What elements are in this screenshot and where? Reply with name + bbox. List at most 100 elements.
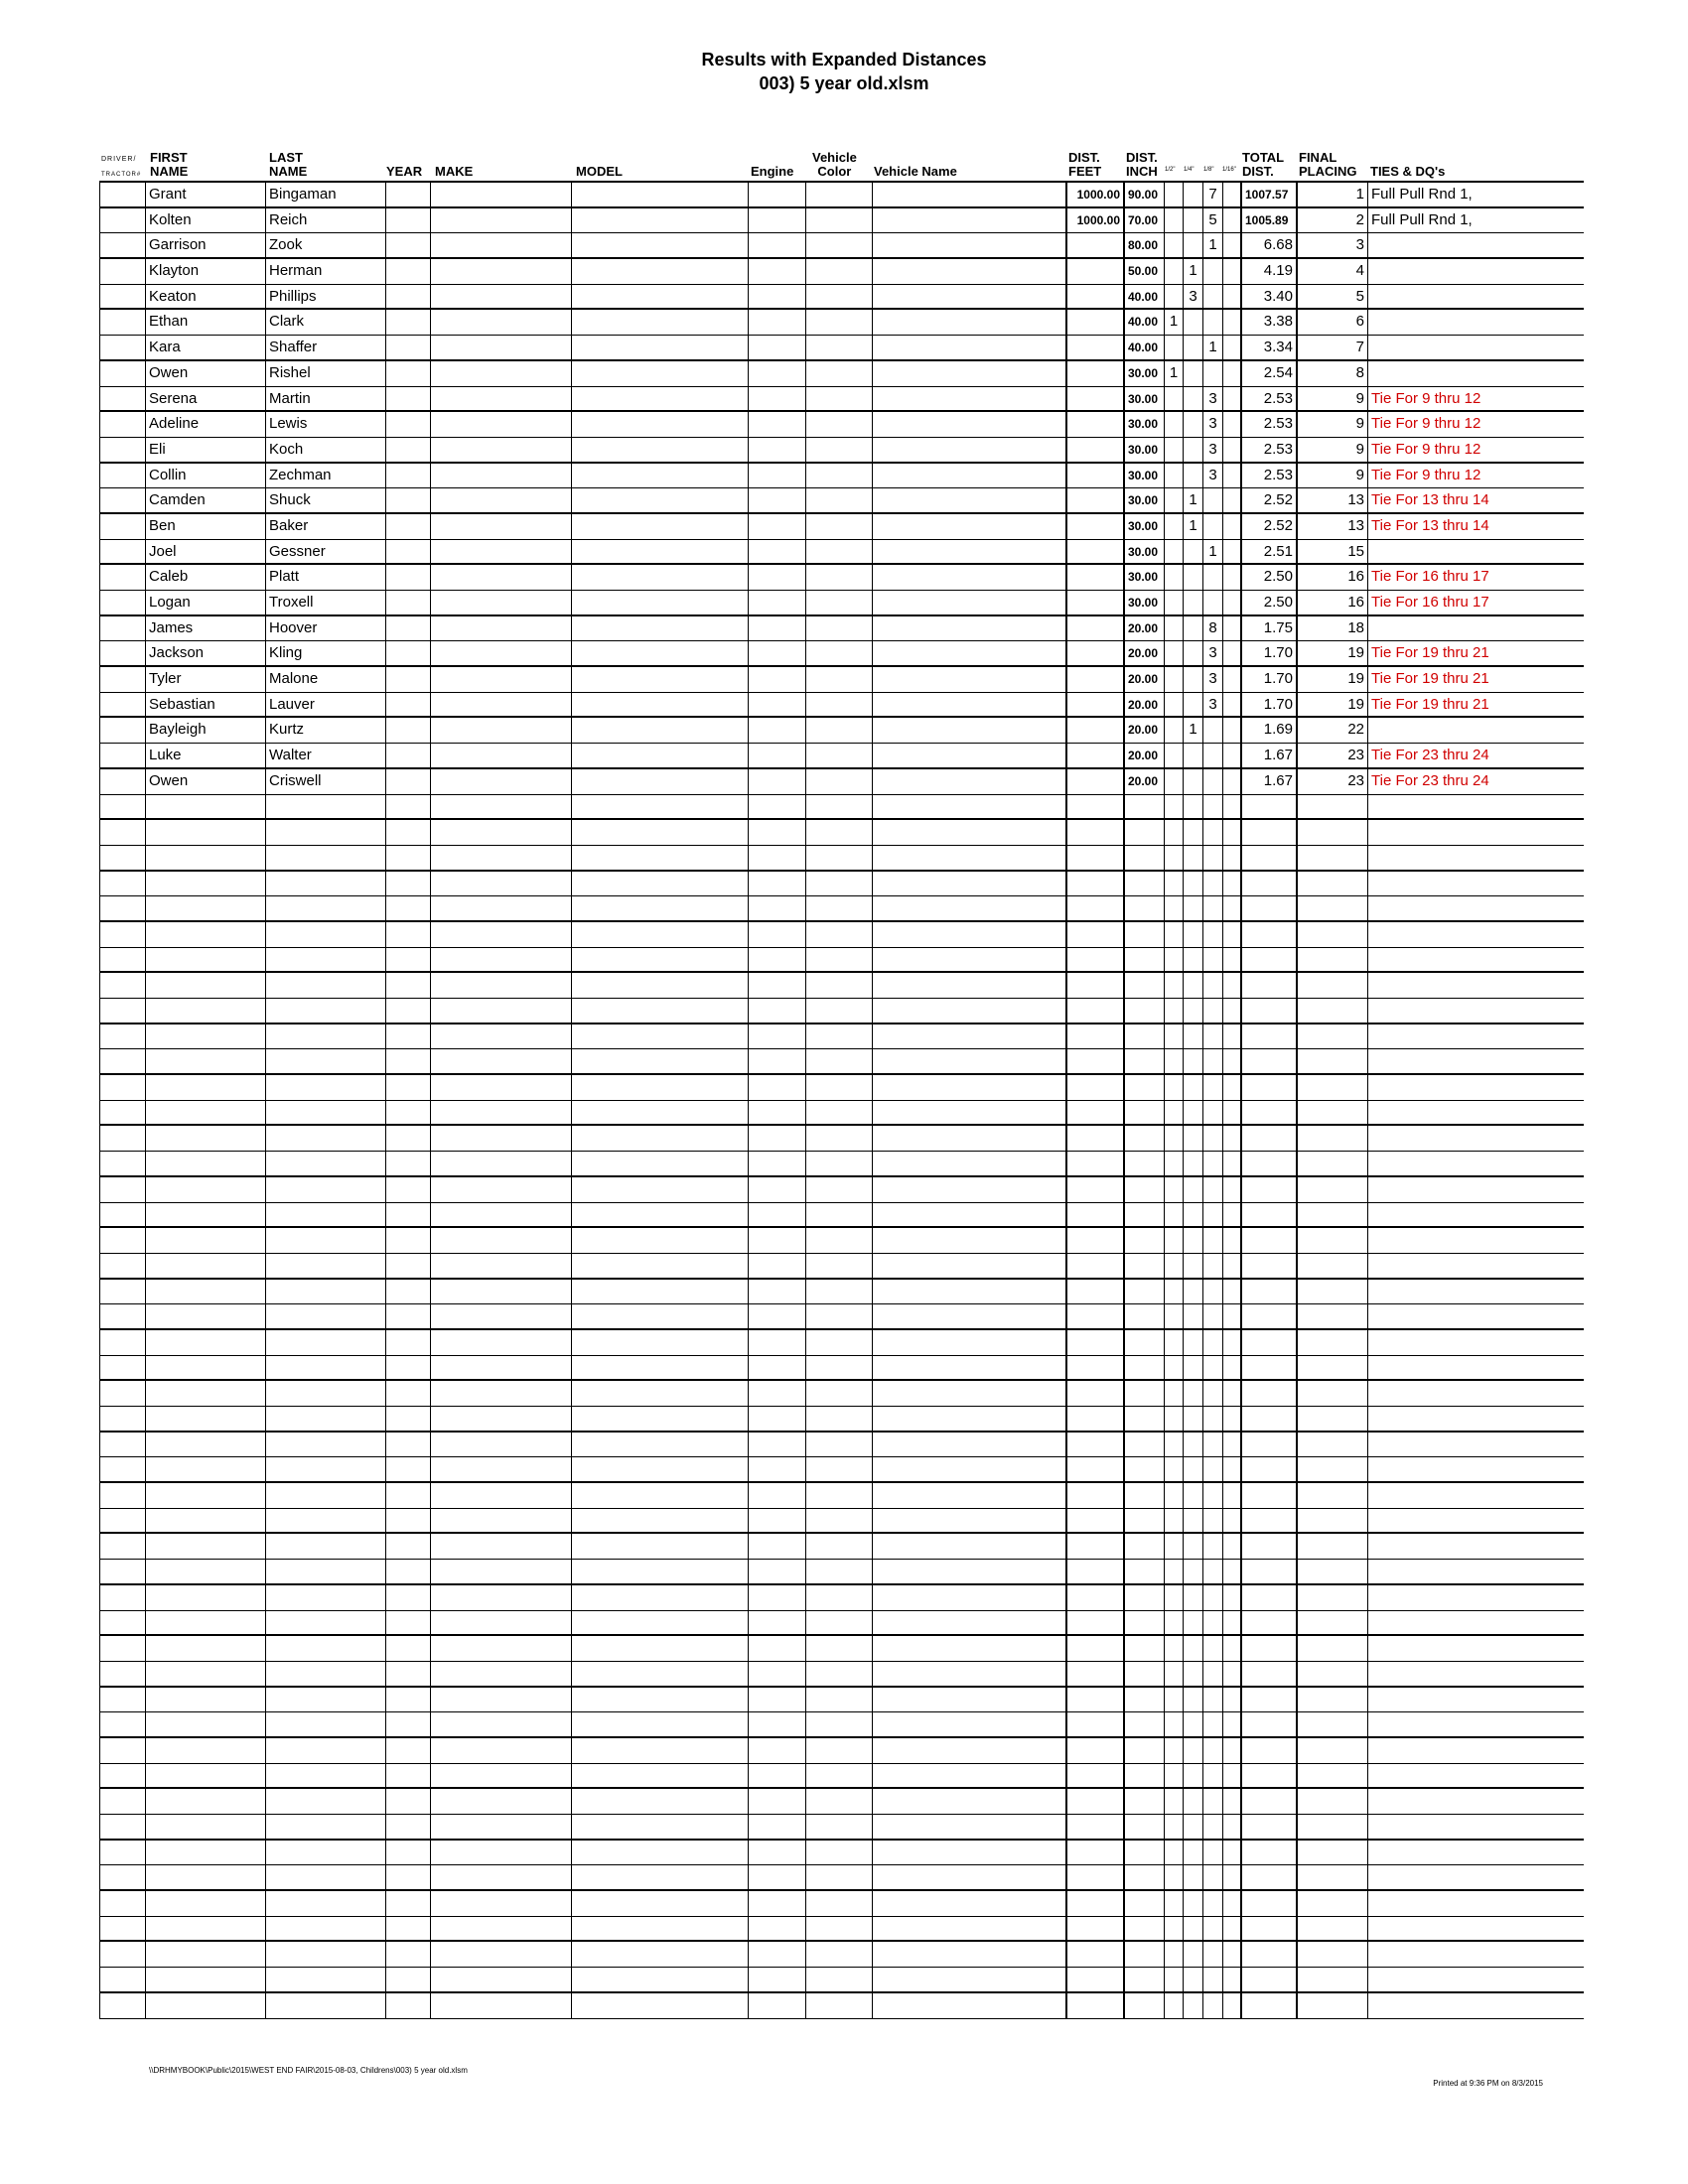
cell-tractor [99,641,145,666]
cell-eighth [1202,1636,1222,1661]
cell-inch [1123,1100,1164,1125]
cell-first [145,1992,265,2018]
header-total-dist: TOTAL DIST. [1242,151,1284,179]
cell-half [1164,1355,1183,1380]
cell-inch [1123,1916,1164,1941]
cell-place: 9 [1296,437,1367,462]
cell-place [1296,1508,1367,1533]
cell-year [385,896,430,920]
cell-last [265,921,385,947]
cell-color [805,183,872,206]
cell-vname [872,207,1065,233]
cell-inch [1123,1329,1164,1355]
cell-color [805,1942,872,1968]
cell-engine [748,310,805,336]
cell-sixteenth [1222,667,1240,692]
cell-eighth [1202,310,1222,336]
cell-engine [748,641,805,666]
cell-total [1240,1916,1296,1941]
cell-vname [872,1432,1065,1457]
cell-year [385,1942,430,1968]
cell-quarter [1183,1737,1202,1763]
cell-ties [1367,360,1584,386]
cell-place [1296,1176,1367,1202]
cell-tractor [99,1737,145,1763]
cell-model [571,1712,748,1736]
cell-engine [748,259,805,284]
cell-inch [1123,1457,1164,1482]
cell-color [805,896,872,920]
cell-place [1296,1968,1367,1991]
cell-make [430,1687,571,1712]
cell-year [385,1534,430,1560]
cell-last [265,1126,385,1152]
cell-last: Troxell [265,591,385,614]
cell-year [385,1304,430,1328]
cell-vname [872,1560,1065,1583]
cell-first [145,1534,265,1560]
cell-last [265,1355,385,1380]
cell-vname [872,310,1065,336]
cell-model [571,1610,748,1635]
cell-half [1164,744,1183,767]
cell-last [265,1202,385,1227]
cell-model [571,1176,748,1202]
cell-color [805,1381,872,1406]
table-row: Jackson Kling 20.00 3 1.70 19 Tie For 19 thru … [99,641,1584,668]
cell-last [265,1942,385,1968]
cell-vname [872,1636,1065,1661]
cell-year [385,1763,430,1788]
cell-half [1164,1789,1183,1814]
cell-first: Bayleigh [145,718,265,744]
cell-place: 8 [1296,360,1367,386]
cell-make [430,615,571,641]
cell-make [430,513,571,539]
cell-color [805,641,872,666]
cell-inch: 20.00 [1123,667,1164,692]
cell-feet [1065,1661,1123,1686]
cell-last [265,947,385,972]
cell-sixteenth [1222,947,1240,972]
cell-ties [1367,1840,1584,1865]
cell-make [430,336,571,359]
cell-half [1164,1407,1183,1431]
cell-inch: 20.00 [1123,718,1164,744]
cell-vname [872,692,1065,717]
cell-half [1164,1992,1183,2018]
cell-first [145,1968,265,1991]
cell-half [1164,1304,1183,1328]
cell-feet [1065,1584,1123,1610]
cell-inch [1123,794,1164,819]
cell-first: Ben [145,513,265,539]
header-first-line2: NAME [150,164,189,179]
cell-place [1296,1942,1367,1968]
cell-sixteenth [1222,1534,1240,1560]
cell-model [571,1916,748,1941]
cell-model [571,1279,748,1304]
cell-make [430,1508,571,1533]
cell-eighth: 3 [1202,667,1222,692]
cell-tractor [99,412,145,437]
cell-color [805,615,872,641]
cell-year [385,463,430,488]
cell-first: Adeline [145,412,265,437]
cell-eighth [1202,259,1222,284]
cell-feet [1065,1483,1123,1508]
cell-feet [1065,1304,1123,1328]
cell-engine [748,463,805,488]
cell-ties: Tie For 9 thru 12 [1367,412,1584,437]
cell-eighth [1202,1584,1222,1610]
cell-tractor [99,871,145,896]
cell-first [145,1687,265,1712]
cell-first [145,1891,265,1916]
cell-make [430,259,571,284]
cell-engine [748,947,805,972]
empty-row [99,1024,1584,1050]
cell-eighth [1202,1661,1222,1686]
cell-inch [1123,1712,1164,1736]
cell-total [1240,1763,1296,1788]
cell-feet [1065,921,1123,947]
cell-inch [1123,871,1164,896]
empty-row [99,1483,1584,1509]
cell-eighth [1202,896,1222,920]
